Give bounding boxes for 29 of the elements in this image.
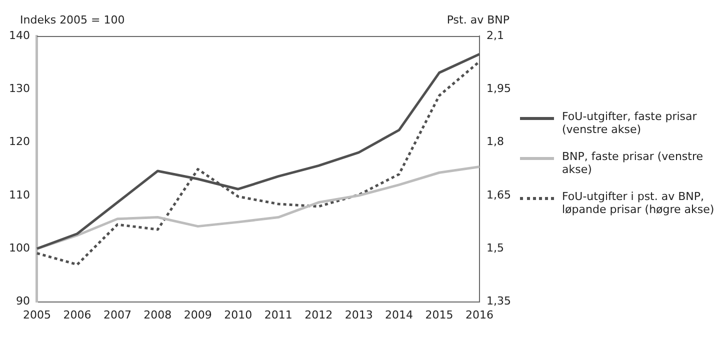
y2-axis-title: Pst. av BNP [446, 13, 510, 26]
y2-tick-label: 1,65 [486, 188, 512, 202]
y-tick-label: 130 [8, 82, 30, 96]
x-tick-label: 2016 [466, 308, 494, 322]
y-tick-label: 110 [8, 188, 30, 202]
x-tick-label: 2007 [103, 308, 132, 322]
x-tick-label: 2005 [22, 308, 51, 322]
x-tick-label: 2010 [224, 308, 252, 322]
x-tick-label: 2008 [144, 308, 172, 322]
x-tick-label: 2013 [344, 308, 373, 322]
x-tick-label: 2012 [304, 308, 333, 322]
x-tick-label: 2009 [184, 308, 212, 322]
y2-tick-label: 1,5 [486, 242, 504, 254]
x-tick-label: 2006 [63, 308, 92, 322]
legend-label: FoU-utgifter i pst. av BNP, løpande prisar (høgre akse) [562, 190, 715, 216]
x-tick-label: 2011 [264, 308, 292, 322]
y-tick-label: 120 [8, 135, 30, 148]
y2-tick-label: 1,8 [486, 135, 504, 148]
y-tick-label: 90 [16, 294, 30, 308]
x-tick-label: 2014 [385, 308, 414, 322]
y2-tick-label: 2,1 [486, 28, 504, 42]
legend-label: FoU-utgifter, faste prisar (venstre akse) [562, 110, 698, 136]
y-axis-title: Indeks 2005 = 100 [20, 13, 125, 26]
y-tick-label: 140 [8, 28, 30, 42]
y-tick-label: 100 [8, 242, 30, 254]
legend-label: BNP, faste prisar (venstre akse) [562, 150, 704, 176]
y2-tick-label: 1,35 [486, 294, 512, 308]
y2-tick-label: 1,95 [486, 82, 512, 96]
x-tick-label: 2015 [425, 308, 454, 322]
